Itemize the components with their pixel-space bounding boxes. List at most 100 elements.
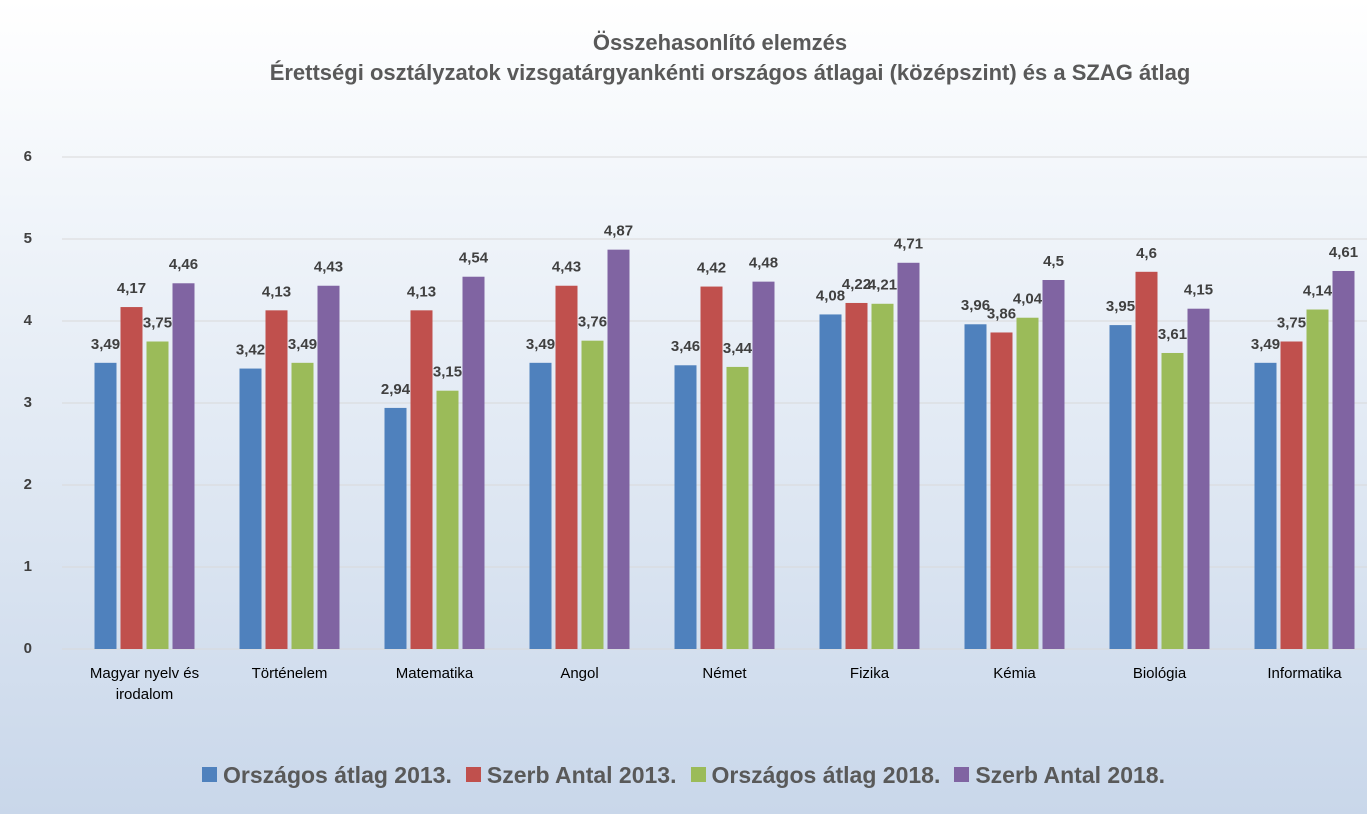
bar	[436, 390, 459, 649]
legend-label: Szerb Antal 2018.	[975, 762, 1165, 788]
data-label: 4,14	[1303, 282, 1333, 299]
data-label: 4,43	[314, 259, 343, 276]
data-label: 3,44	[723, 340, 753, 357]
bar	[462, 276, 485, 649]
bar	[1332, 270, 1355, 649]
bar	[700, 286, 723, 649]
data-label: 4,17	[117, 280, 146, 297]
bar	[1187, 308, 1210, 649]
x-tick-label: Matematika	[395, 665, 474, 682]
x-tick-label: Történelem	[251, 665, 328, 682]
bar	[384, 407, 407, 649]
y-tick-label: 3	[24, 394, 32, 411]
legend-label: Országos átlag 2013.	[223, 762, 452, 788]
legend-swatch	[954, 767, 970, 782]
legend-item: Országos átlag 2018.	[690, 762, 941, 789]
bar	[1306, 309, 1329, 649]
bar	[239, 368, 262, 649]
y-tick-label: 1	[24, 558, 32, 575]
y-tick-label: 5	[24, 230, 32, 247]
data-label: 3,49	[526, 336, 555, 353]
legend: Országos átlag 2013. Szerb Antal 2013. Ors…	[0, 762, 1367, 789]
data-label: 3,15	[433, 364, 462, 381]
bar	[172, 283, 195, 649]
data-label: 3,86	[987, 305, 1016, 322]
bar	[607, 249, 630, 649]
bar	[871, 303, 894, 649]
data-label: 3,95	[1106, 298, 1135, 315]
data-label: 3,49	[91, 336, 120, 353]
legend-item: Szerb Antal 2018.	[954, 762, 1165, 789]
bar	[291, 362, 314, 649]
x-tick-label: Informatika	[1267, 665, 1342, 682]
data-label: 4,61	[1329, 244, 1358, 261]
data-label: 4,46	[169, 256, 198, 273]
x-tick-label: Német	[702, 665, 747, 682]
bar	[1016, 317, 1039, 649]
data-label: 4,04	[1013, 291, 1043, 308]
bar	[265, 310, 288, 649]
data-label: 4,15	[1184, 282, 1213, 299]
bar	[1254, 362, 1277, 649]
bar	[146, 341, 169, 649]
bar	[897, 262, 920, 649]
data-label: 2,94	[381, 381, 411, 398]
x-tick-label: Angol	[560, 665, 599, 682]
chart-title: Összehasonlító elemzés	[592, 30, 848, 55]
data-label: 4,48	[749, 255, 778, 272]
bar	[120, 307, 143, 649]
x-tick-label: Kémia	[993, 665, 1036, 682]
legend-item: Szerb Antal 2013.	[465, 762, 677, 789]
bar	[555, 285, 578, 649]
bar	[752, 281, 775, 649]
bar	[1109, 325, 1132, 649]
legend-swatch	[690, 767, 706, 782]
data-label: 4,08	[816, 287, 845, 304]
data-label: 4,13	[407, 283, 436, 300]
bar	[1135, 271, 1158, 649]
data-label: 3,75	[143, 314, 172, 331]
data-label: 3,96	[961, 297, 990, 314]
data-label: 3,61	[1158, 326, 1187, 343]
legend-swatch	[465, 767, 481, 782]
legend-label: Szerb Antal 2013.	[486, 762, 677, 788]
data-label: 3,75	[1277, 314, 1306, 331]
data-label: 4,13	[262, 283, 291, 300]
bar	[1042, 280, 1065, 649]
data-label: 4,54	[459, 250, 489, 267]
legend-item: Országos átlag 2013.	[202, 762, 452, 789]
bar	[317, 285, 340, 649]
data-label: 3,49	[1251, 336, 1280, 353]
data-label: 4,71	[894, 236, 923, 253]
data-label: 4,5	[1043, 253, 1064, 270]
legend-label: Országos átlag 2018.	[711, 762, 941, 788]
y-tick-label: 0	[24, 640, 32, 657]
data-label: 3,49	[288, 336, 317, 353]
bar	[964, 324, 987, 649]
bar	[410, 310, 433, 649]
bar	[1161, 352, 1184, 649]
data-label: 4,87	[604, 223, 633, 240]
data-label: 3,46	[671, 338, 700, 355]
data-label: 3,42	[236, 342, 265, 359]
data-label: 4,42	[697, 260, 726, 277]
bar	[581, 340, 604, 649]
data-label: 4,43	[552, 259, 581, 276]
bar	[990, 332, 1013, 649]
chart-subtitle: Érettségi osztályzatok vizsgatárgyanként…	[269, 60, 1191, 85]
data-label: 3,76	[578, 314, 607, 331]
data-label: 4,22	[842, 276, 871, 293]
bar	[1280, 341, 1303, 649]
legend-swatch	[202, 767, 218, 782]
bar	[819, 314, 842, 649]
y-tick-label: 2	[24, 476, 32, 493]
bar	[674, 365, 697, 649]
bar	[94, 362, 117, 649]
data-label: 4,21	[868, 277, 897, 294]
x-tick-label: Fizika	[849, 665, 890, 682]
x-tick-label: Magyar nyelv és irodalom	[89, 665, 200, 703]
x-tick-label: Biológia	[1132, 665, 1187, 682]
data-label: 4,6	[1136, 245, 1157, 262]
